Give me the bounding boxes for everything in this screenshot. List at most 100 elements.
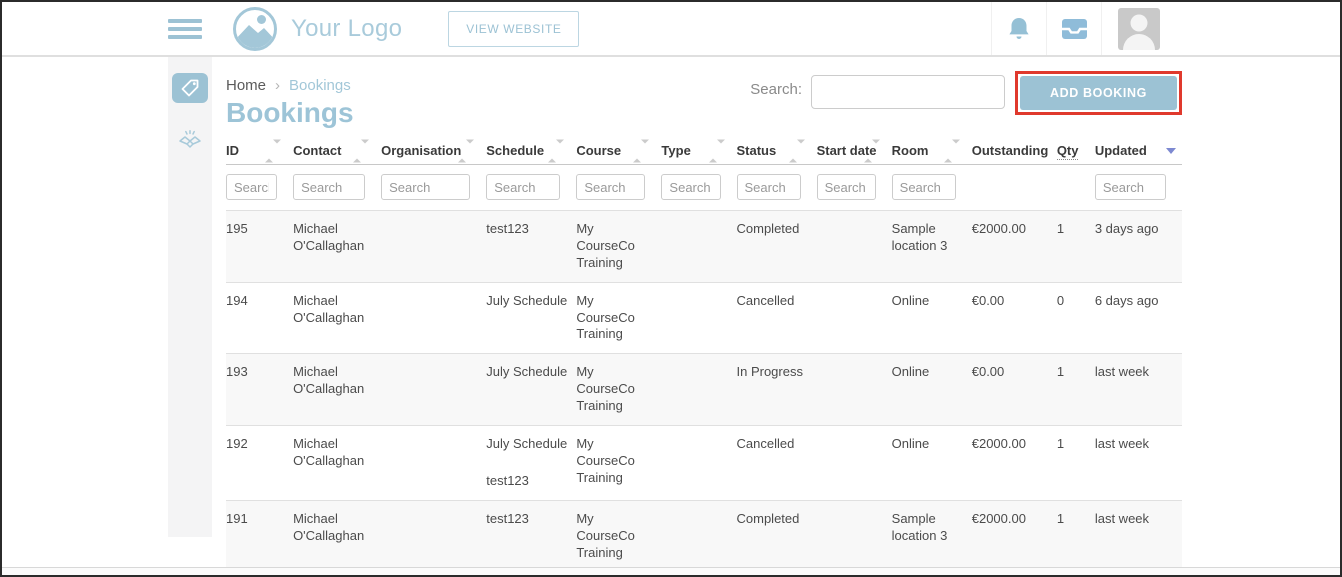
cell-contact: Michael O'Callaghan: [293, 425, 382, 501]
cell-room: Sample location 3: [891, 210, 972, 283]
filter-row: [226, 164, 1182, 211]
column-header-schedule[interactable]: Schedule: [486, 137, 577, 165]
column-header-status[interactable]: Status: [736, 137, 817, 165]
column-header-start-date[interactable]: Start date: [816, 137, 892, 165]
column-header-type[interactable]: Type: [661, 137, 737, 165]
column-header-id[interactable]: ID: [226, 137, 294, 165]
sort-desc-icon: [1166, 147, 1176, 154]
notifications-button[interactable]: [991, 2, 1046, 55]
breadcrumb-current[interactable]: Bookings: [289, 77, 351, 94]
column-header-room[interactable]: Room: [891, 137, 972, 165]
cell-status: Cancelled: [736, 282, 817, 355]
logo-image-icon: [233, 6, 277, 51]
table-row[interactable]: 194 Michael O'Callaghan July Schedule My…: [226, 282, 1182, 355]
handshake-icon: [179, 130, 201, 148]
cell-outstanding: €0.00: [971, 353, 1057, 427]
search-label: Search:: [750, 81, 802, 98]
bookings-table: ID Contact Organisation Schedule Course …: [226, 137, 1182, 573]
cell-start-date: [816, 353, 892, 427]
cell-status: In Progress: [736, 353, 817, 427]
sort-icon: [265, 139, 282, 162]
add-booking-button[interactable]: ADD BOOKING: [1020, 76, 1177, 110]
search-input[interactable]: [811, 75, 1005, 109]
cell-schedule: July Schedule: [486, 282, 577, 355]
cell-course: My CourseCo Training: [576, 425, 662, 501]
cell-outstanding: €2000.00: [971, 425, 1057, 501]
cell-type: [661, 500, 737, 573]
filter-input-organisation[interactable]: [381, 174, 471, 200]
cell-contact: Michael O'Callaghan: [293, 353, 382, 427]
cell-start-date: [816, 500, 892, 573]
bottom-divider: [2, 567, 1340, 575]
filter-empty-outstanding: [971, 164, 1057, 211]
cell-start-date: [816, 210, 892, 283]
cell-schedule: test123: [486, 500, 577, 573]
sort-icon: [708, 139, 725, 162]
top-bar-actions: [991, 2, 1175, 55]
filter-input-room[interactable]: [891, 174, 956, 200]
cell-updated: last week: [1094, 425, 1182, 501]
top-bar: Your Logo VIEW WEBSITE: [2, 2, 1340, 57]
cell-course: My CourseCo Training: [576, 500, 662, 573]
cell-organisation: [381, 500, 487, 573]
cell-start-date: [816, 282, 892, 355]
filter-input-status[interactable]: [736, 174, 801, 200]
cell-status: Cancelled: [736, 425, 817, 501]
cell-contact: Michael O'Callaghan: [293, 282, 382, 355]
cell-schedule: July Schedule test123: [486, 425, 577, 501]
column-header-updated[interactable]: Updated: [1094, 137, 1182, 165]
cell-organisation: [381, 425, 487, 501]
avatar[interactable]: [1117, 7, 1160, 50]
column-header-organisation[interactable]: Organisation: [381, 137, 487, 165]
cell-start-date: [816, 425, 892, 501]
table-row[interactable]: 193 Michael O'Callaghan July Schedule My…: [226, 353, 1182, 427]
logo-text: Your Logo: [291, 14, 403, 42]
table-row[interactable]: 192 Michael O'Callaghan July Schedule te…: [226, 425, 1182, 501]
cell-type: [661, 353, 737, 427]
sort-icon: [548, 139, 565, 162]
cell-status: Completed: [736, 210, 817, 283]
column-header-qty[interactable]: Qty: [1056, 137, 1095, 165]
inbox-icon: [1061, 18, 1087, 39]
menu-bar: [168, 26, 202, 31]
filter-input-start-date[interactable]: [816, 174, 876, 200]
view-website-button[interactable]: VIEW WEBSITE: [448, 10, 580, 47]
filter-input-schedule[interactable]: [486, 174, 561, 200]
cell-id: 193: [226, 353, 294, 427]
cell-updated: 6 days ago: [1094, 282, 1182, 355]
cell-updated: 3 days ago: [1094, 210, 1182, 283]
sort-icon: [633, 139, 650, 162]
cell-qty: 1: [1056, 353, 1095, 427]
cell-type: [661, 282, 737, 355]
column-header-outstanding[interactable]: Outstanding: [971, 137, 1057, 165]
filter-input-course[interactable]: [576, 174, 646, 200]
cell-contact: Michael O'Callaghan: [293, 210, 382, 283]
column-header-contact[interactable]: Contact: [293, 137, 382, 165]
cell-status: Completed: [736, 500, 817, 573]
breadcrumb-home[interactable]: Home: [226, 77, 267, 94]
menu-icon[interactable]: [168, 15, 202, 43]
sidebar: [168, 57, 212, 537]
cell-contact: Michael O'Callaghan: [293, 500, 382, 573]
tag-icon: [181, 79, 199, 97]
filter-input-updated[interactable]: [1094, 174, 1166, 200]
cell-schedule: July Schedule: [486, 353, 577, 427]
cell-id: 191: [226, 500, 294, 573]
sidebar-item-bookings[interactable]: [172, 73, 208, 103]
table-row[interactable]: 191 Michael O'Callaghan test123 My Cours…: [226, 500, 1182, 573]
toolbar: Search: ADD BOOKING: [750, 71, 1182, 115]
cell-id: 192: [226, 425, 294, 501]
cell-course: My CourseCo Training: [576, 353, 662, 427]
table-row[interactable]: 195 Michael O'Callaghan test123 My Cours…: [226, 210, 1182, 283]
page-title: Bookings: [226, 97, 354, 128]
messages-button[interactable]: [1046, 2, 1101, 55]
cell-organisation: [381, 353, 487, 427]
sidebar-item-handshake[interactable]: [172, 125, 208, 155]
header-row: ID Contact Organisation Schedule Course …: [226, 137, 1182, 165]
breadcrumb: Home › Bookings: [226, 77, 1182, 94]
column-header-course[interactable]: Course: [576, 137, 662, 165]
filter-input-type[interactable]: [661, 174, 721, 200]
filter-input-contact[interactable]: [293, 174, 366, 200]
filter-input-id[interactable]: [226, 174, 278, 200]
cell-course: My CourseCo Training: [576, 210, 662, 283]
